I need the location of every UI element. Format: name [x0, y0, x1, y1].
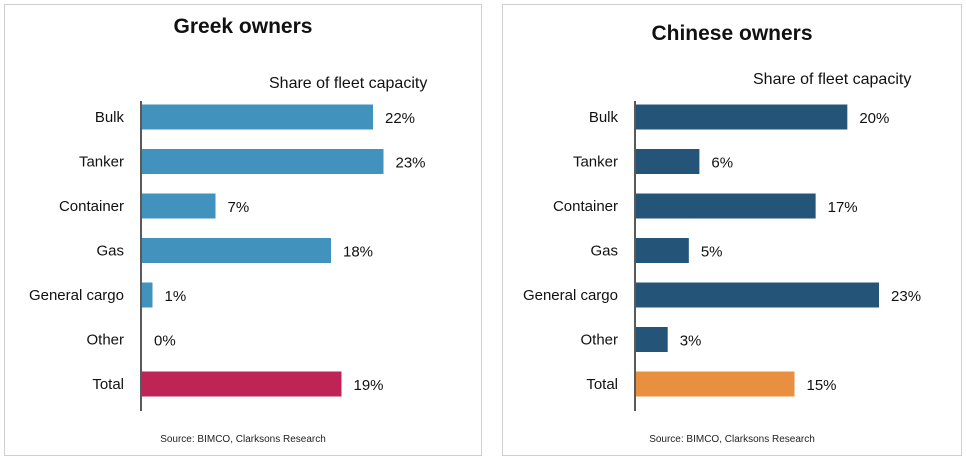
chart-source: Source: BIMCO, Clarksons Research [160, 434, 326, 445]
data-label: 17% [828, 199, 858, 216]
category-label: Gas [590, 243, 618, 260]
bar-gas [636, 238, 689, 263]
data-label: 7% [228, 199, 250, 216]
bar-container [636, 193, 816, 219]
value-axis-label: Share of fleet capacity [269, 75, 428, 92]
chart-title: Chinese owners [651, 22, 813, 45]
data-label: 1% [165, 288, 187, 305]
data-label: 23% [396, 155, 426, 172]
category-label: General cargo [29, 287, 124, 304]
data-label: 5% [701, 244, 723, 261]
bar-total [142, 371, 342, 397]
data-label: 20% [859, 110, 889, 127]
data-label: 18% [343, 244, 373, 261]
category-label: Container [553, 198, 618, 215]
bar-tanker [636, 149, 700, 174]
data-label: 6% [711, 155, 733, 172]
bar-bulk [636, 104, 848, 130]
category-label: Total [586, 376, 618, 393]
bar-bulk [142, 104, 373, 130]
category-label: Other [580, 332, 618, 349]
data-label: 23% [891, 288, 921, 305]
value-axis-label: Share of fleet capacity [753, 71, 912, 88]
bar-container [142, 193, 216, 219]
bar-tanker [142, 149, 384, 174]
data-label: 15% [807, 377, 837, 394]
chinese-owners-chart-panel: Chinese owners Share of fleet capacity B… [502, 4, 962, 456]
chart-title: Greek owners [173, 15, 313, 38]
category-label: Bulk [95, 109, 125, 126]
data-label: 3% [680, 333, 702, 350]
data-label: 0% [154, 333, 176, 350]
category-label: Bulk [589, 109, 619, 126]
category-label: Gas [96, 243, 124, 260]
chinese-owners-bar-chart: Bulk 20% Tanker 6% Container 17% Gas 5% General … [523, 101, 921, 411]
category-label: Container [59, 198, 124, 215]
category-label: General cargo [523, 287, 618, 304]
category-label: Tanker [79, 154, 124, 171]
bar-general-cargo [636, 282, 880, 308]
greek-owners-chart-panel: Greek owners Share of fleet capacity Bul… [4, 4, 482, 456]
category-label: Other [86, 332, 124, 349]
data-label: 19% [354, 377, 384, 394]
data-label: 22% [385, 110, 415, 127]
chart-source: Source: BIMCO, Clarksons Research [649, 434, 815, 445]
bar-other [636, 327, 668, 352]
greek-owners-bar-chart: Bulk 22% Tanker 23% Container 7% Gas 18% General… [29, 101, 426, 411]
bar-gas [142, 238, 331, 263]
category-label: Total [92, 376, 124, 393]
bar-general-cargo [142, 282, 153, 308]
bar-total [636, 371, 795, 397]
category-label: Tanker [573, 154, 618, 171]
